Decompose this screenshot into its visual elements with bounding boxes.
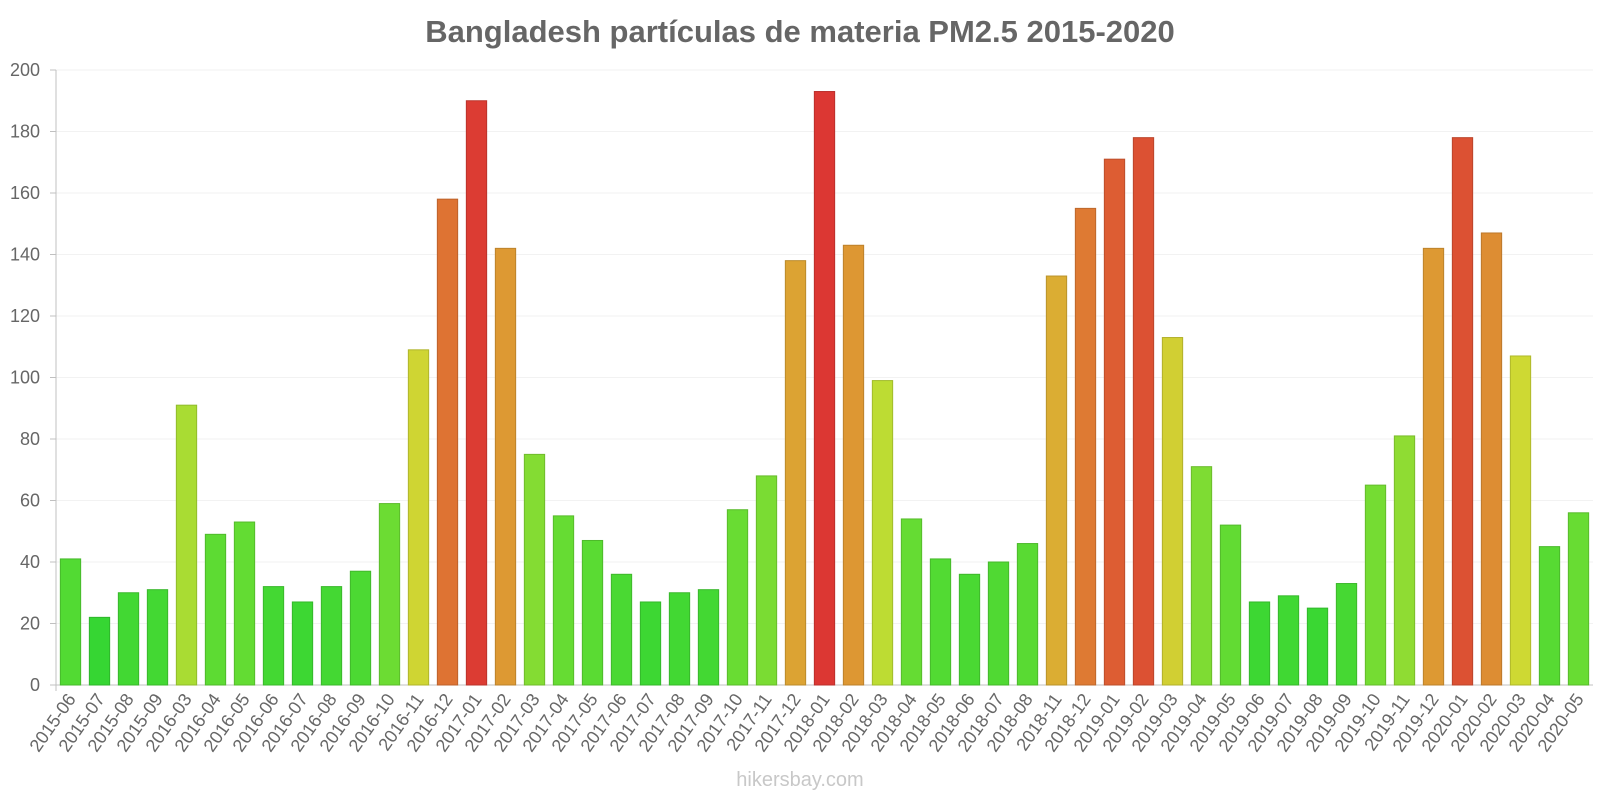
y-tick-label: 120 [10,306,40,326]
bar-2018-03[interactable] [871,380,894,686]
bar-2019-10[interactable] [1364,484,1387,686]
bar-2020-03[interactable] [1509,355,1532,686]
bar-2016-06[interactable] [262,586,285,686]
y-tick-label: 60 [20,491,40,511]
y-tick-label: 20 [20,614,40,634]
bar-2015-08[interactable] [117,592,140,686]
bar-2019-02[interactable] [1132,137,1155,686]
bar-2016-07[interactable] [291,601,314,686]
bar-2019-11[interactable] [1393,435,1416,686]
bar-2017-04[interactable] [552,515,575,686]
bar-2020-05[interactable] [1567,512,1590,686]
bar-2017-02[interactable] [494,247,517,686]
bar-2019-03[interactable] [1161,337,1184,686]
bar-2016-03[interactable] [175,404,198,686]
bar-2017-09[interactable] [697,589,720,686]
y-tick-labels: 0 20 40 60 80 100 120 140 160 180 200 [10,60,40,695]
y-tick-label: 100 [10,368,40,388]
bar-2019-01[interactable] [1103,158,1126,686]
bar-2015-06[interactable] [59,558,82,686]
bar-2020-04[interactable] [1538,546,1561,686]
bar-2016-09[interactable] [349,570,372,686]
bar-2016-10[interactable] [378,503,401,686]
bar-2019-09[interactable] [1335,583,1358,686]
bars [59,91,1590,686]
bar-2019-12[interactable] [1422,247,1445,686]
bar-2016-05[interactable] [233,521,256,686]
bar-2018-11[interactable] [1045,275,1068,686]
bar-2016-12[interactable] [436,198,459,686]
y-tick-label: 140 [10,245,40,265]
bar-2019-04[interactable] [1190,466,1213,686]
bar-2020-01[interactable] [1451,137,1474,686]
bar-2015-09[interactable] [146,589,169,686]
bar-2016-08[interactable] [320,586,343,686]
bar-2016-11[interactable] [407,349,430,686]
y-tick-label: 160 [10,183,40,203]
bar-2018-08[interactable] [1016,543,1039,686]
bar-2018-12[interactable] [1074,207,1097,686]
y-tick-label: 200 [10,60,40,80]
bar-2016-04[interactable] [204,533,227,686]
bar-2019-06[interactable] [1248,601,1271,686]
bar-2018-05[interactable] [929,558,952,686]
bar-2018-07[interactable] [987,561,1010,686]
bar-2019-07[interactable] [1277,595,1300,686]
watermark: hikersbay.com [736,769,864,791]
bar-2018-01[interactable] [813,91,836,686]
bar-2017-03[interactable] [523,453,546,686]
bar-2019-08[interactable] [1306,607,1329,686]
bar-2019-05[interactable] [1219,524,1242,686]
chart-title: Bangladesh partículas de materia PM2.5 2… [425,14,1175,49]
bar-2017-06[interactable] [610,573,633,686]
bar-2017-08[interactable] [668,592,691,686]
bar-2017-12[interactable] [784,260,807,686]
bar-2017-01[interactable] [465,100,488,686]
y-tick-label: 180 [10,122,40,142]
y-tick-label: 40 [20,552,40,572]
bar-2018-02[interactable] [842,244,865,686]
y-tick-label: 80 [20,429,40,449]
bar-2018-06[interactable] [958,573,981,686]
bar-2020-02[interactable] [1480,232,1503,686]
y-tick-label: 0 [30,675,40,695]
bar-2017-05[interactable] [581,539,604,686]
bar-2015-07[interactable] [88,616,111,686]
bar-2017-10[interactable] [726,509,749,686]
bar-2017-07[interactable] [639,601,662,686]
x-tick-labels: 2015-062015-072015-082015-092016-032016-… [26,690,1588,756]
bar-2018-04[interactable] [900,518,923,686]
bar-2017-11[interactable] [755,475,778,686]
